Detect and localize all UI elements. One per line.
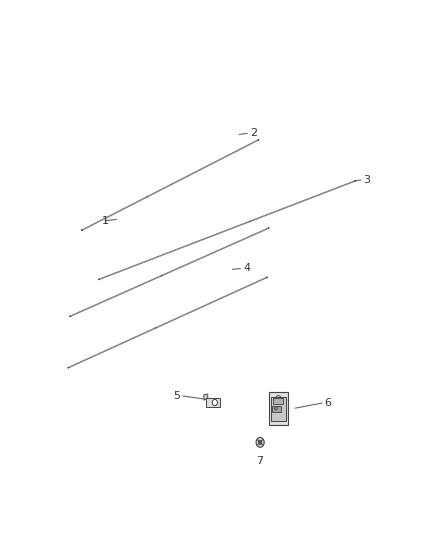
Polygon shape (206, 398, 220, 407)
Text: 4: 4 (243, 263, 250, 273)
Text: 1: 1 (102, 216, 109, 226)
Circle shape (276, 395, 281, 403)
Polygon shape (273, 398, 283, 404)
Circle shape (276, 415, 281, 422)
Circle shape (256, 438, 264, 447)
Circle shape (274, 406, 277, 410)
Polygon shape (271, 397, 286, 421)
Text: 5: 5 (173, 391, 180, 401)
Text: 3: 3 (364, 175, 371, 185)
Circle shape (258, 440, 262, 445)
Polygon shape (204, 394, 208, 400)
Circle shape (212, 399, 217, 406)
Text: 6: 6 (325, 398, 332, 408)
Polygon shape (268, 392, 288, 425)
Polygon shape (272, 406, 281, 411)
Text: 7: 7 (257, 456, 264, 466)
Text: 2: 2 (250, 128, 257, 138)
